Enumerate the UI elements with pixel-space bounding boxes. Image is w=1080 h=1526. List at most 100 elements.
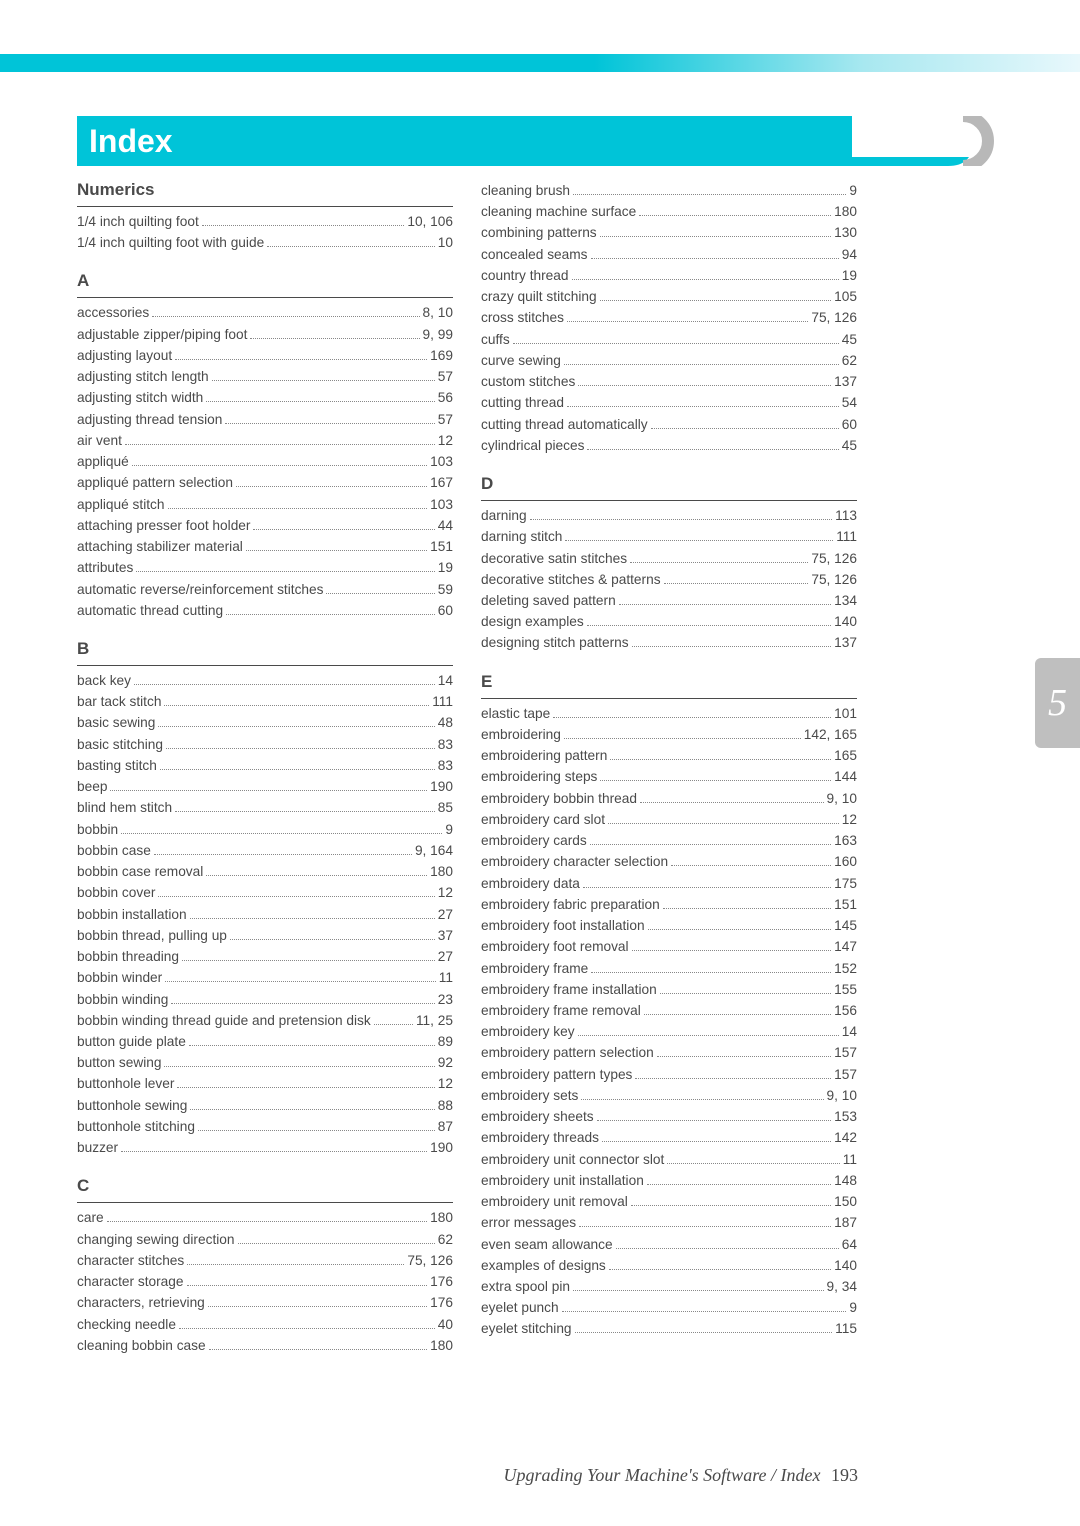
leader-dots [164, 1066, 434, 1067]
index-term: embroidery pattern types [481, 1064, 632, 1085]
leader-dots [640, 802, 824, 803]
index-entry: 1/4 inch quilting foot with guide10 [77, 232, 453, 253]
index-content: Numerics1/4 inch quilting foot10, 1061/4… [77, 180, 857, 1356]
index-term: elastic tape [481, 703, 550, 724]
leader-dots [226, 614, 435, 615]
leader-dots [664, 583, 809, 584]
leader-dots [206, 875, 427, 876]
index-term: embroidery unit installation [481, 1170, 644, 1191]
leader-dots [578, 385, 831, 386]
leader-dots [121, 833, 442, 834]
index-term: 1/4 inch quilting foot [77, 211, 199, 232]
leader-dots [166, 748, 435, 749]
index-page: 142, 165 [804, 724, 857, 745]
leader-dots [190, 918, 435, 919]
index-term: bobbin winder [77, 967, 162, 988]
index-page: 9, 164 [415, 840, 453, 861]
index-entry: embroidery character selection160 [481, 851, 857, 872]
index-term: appliqué [77, 451, 129, 472]
index-entry: automatic reverse/reinforcement stitches… [77, 579, 453, 600]
index-term: appliqué stitch [77, 494, 165, 515]
leader-dots [250, 338, 419, 339]
leader-dots [635, 1078, 831, 1079]
leader-dots [609, 1269, 831, 1270]
index-term: bobbin thread, pulling up [77, 925, 227, 946]
leader-dots [187, 1285, 428, 1286]
index-entry: bobbin case9, 164 [77, 840, 453, 861]
leader-dots [564, 738, 801, 739]
index-page: 180 [430, 1335, 453, 1356]
index-page: 94 [842, 244, 857, 265]
index-page: 152 [834, 958, 857, 979]
index-page: 157 [834, 1042, 857, 1063]
index-entry: back key 14 [77, 670, 453, 691]
index-entry: bobbin winding thread guide and pretensi… [77, 1010, 453, 1031]
index-term: adjusting layout [77, 345, 172, 366]
leader-dots [136, 571, 434, 572]
chapter-tab: 5 [1035, 658, 1080, 748]
index-term: buttonhole stitching [77, 1116, 195, 1137]
index-term: embroidery foot removal [481, 936, 629, 957]
index-page: 10, 106 [407, 211, 453, 232]
leader-dots [160, 769, 435, 770]
index-page: 64 [842, 1234, 857, 1255]
index-term: curve sewing [481, 350, 561, 371]
index-page: 111 [836, 526, 857, 547]
index-entry: embroidery unit installation148 [481, 1170, 857, 1191]
index-entry: bar tack stitch111 [77, 691, 453, 712]
index-page: 59 [438, 579, 453, 600]
index-term: embroidery threads [481, 1127, 599, 1148]
index-entry: embroidery data175 [481, 873, 857, 894]
index-entry: embroidering 142, 165 [481, 724, 857, 745]
leader-dots [667, 1163, 839, 1164]
index-entry: 1/4 inch quilting foot 10, 106 [77, 211, 453, 232]
index-page: 137 [834, 371, 857, 392]
index-page: 156 [834, 1000, 857, 1021]
index-page: 11 [843, 1149, 857, 1170]
leader-dots [530, 519, 833, 520]
index-entry: embroidery pattern selection157 [481, 1042, 857, 1063]
index-page: 11 [439, 967, 453, 988]
index-page: 142 [834, 1127, 857, 1148]
index-page: 167 [430, 472, 453, 493]
index-term: embroidering [481, 724, 561, 745]
leader-dots [267, 246, 435, 247]
index-entry: cross stitches75, 126 [481, 307, 857, 328]
index-page: 169 [430, 345, 453, 366]
page-title: Index [77, 116, 852, 166]
leader-dots [632, 646, 832, 647]
index-page: 83 [438, 755, 453, 776]
index-term: embroidery character selection [481, 851, 668, 872]
index-term: checking needle [77, 1314, 176, 1335]
index-entry: care180 [77, 1207, 453, 1228]
index-term: cross stitches [481, 307, 564, 328]
index-page: 14 [438, 670, 453, 691]
index-term: back key [77, 670, 131, 691]
index-entry: embroidery pattern types157 [481, 1064, 857, 1085]
index-entry: eyelet stitching115 [481, 1318, 857, 1339]
index-section-head: C [77, 1176, 453, 1196]
index-entry: basic sewing48 [77, 712, 453, 733]
index-entry: buttonhole sewing88 [77, 1095, 453, 1116]
index-page: 45 [842, 435, 857, 456]
index-term: attaching stabilizer material [77, 536, 243, 557]
index-term: combining patterns [481, 222, 597, 243]
index-page: 27 [438, 946, 453, 967]
index-entry: blind hem stitch85 [77, 797, 453, 818]
index-page: 140 [834, 1255, 857, 1276]
index-page: 130 [834, 222, 857, 243]
index-term: embroidering pattern [481, 745, 607, 766]
leader-dots [600, 780, 831, 781]
index-entry: bobbin thread, pulling up37 [77, 925, 453, 946]
index-entry: embroidery fabric preparation151 [481, 894, 857, 915]
index-term: character storage [77, 1271, 184, 1292]
leader-dots [600, 236, 832, 237]
index-entry: concealed seams94 [481, 244, 857, 265]
leader-dots [175, 359, 427, 360]
leader-dots [175, 811, 435, 812]
index-entry: appliqué pattern selection167 [77, 472, 453, 493]
index-page: 175 [834, 873, 857, 894]
index-page: 103 [430, 494, 453, 515]
index-entry: bobbin threading27 [77, 946, 453, 967]
index-page: 48 [438, 712, 453, 733]
